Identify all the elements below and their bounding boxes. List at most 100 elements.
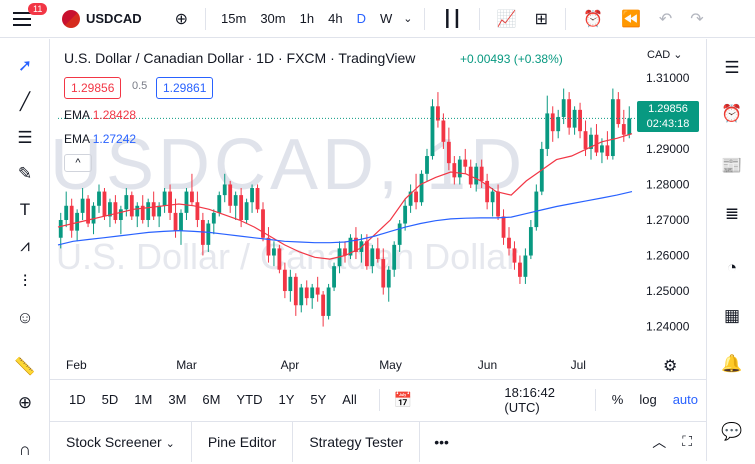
candles-chart-type-icon[interactable]: ┃┃: [442, 10, 462, 28]
alert-clock-icon[interactable]: ⏰: [583, 10, 603, 28]
fib-retracement-icon[interactable]: ☰: [17, 128, 33, 147]
undo-icon[interactable]: ↶: [658, 10, 673, 28]
compare-symbol-icon[interactable]: ⊕: [174, 10, 189, 28]
candle-body: [419, 173, 424, 203]
candle-body: [113, 202, 118, 220]
tab-strategy-tester[interactable]: Strategy Tester: [293, 421, 421, 462]
interval-4h[interactable]: 4h: [328, 11, 343, 26]
trend-line-icon[interactable]: ╱: [19, 92, 31, 111]
toolbar-divider: [378, 388, 380, 411]
interval-d[interactable]: D: [356, 11, 366, 26]
interval-w[interactable]: W: [379, 11, 393, 26]
ema-slow-legend[interactable]: EMA 1.27242: [64, 132, 136, 146]
range-5y[interactable]: 5Y: [310, 392, 327, 407]
candle-body: [534, 191, 539, 228]
candle-body: [228, 184, 233, 206]
candle-body: [151, 202, 156, 217]
log-scale-toggle[interactable]: log: [639, 392, 657, 407]
sell-price-box[interactable]: 1.29856: [64, 77, 122, 99]
candle-body: [550, 113, 555, 132]
date-range-calendar-icon[interactable]: 📅: [393, 391, 413, 409]
price-chart[interactable]: USDCAD, 1DU.S. Dollar / Canadian Dollar …: [50, 39, 706, 379]
brush-icon[interactable]: ✎: [17, 164, 33, 183]
magnet-icon[interactable]: ∩: [18, 440, 32, 459]
prediction-icon[interactable]: ⫶: [22, 272, 28, 291]
symbol-search-button[interactable]: USDCAD: [86, 11, 142, 26]
candle-body: [425, 156, 429, 174]
candle-body: [354, 237, 358, 252]
price-tick-label: 1.27000: [646, 213, 690, 227]
percent-scale-toggle[interactable]: %: [611, 392, 624, 407]
buy-price-box[interactable]: 1.29861: [156, 77, 214, 99]
range-6m[interactable]: 6M: [202, 392, 221, 407]
indicators-icon[interactable]: 📈: [496, 10, 517, 28]
candle-body: [616, 99, 621, 125]
utc-clock[interactable]: 18:16:42 (UTC): [504, 384, 555, 415]
candle-body: [605, 145, 610, 157]
candle-body: [600, 145, 604, 153]
chart-pane[interactable]: USDCAD, 1D U.S. Dollar / Canadian Dollar …: [50, 39, 706, 379]
currency-selector[interactable]: CAD ⌄: [647, 49, 683, 61]
pattern-icon[interactable]: ⩘: [20, 236, 30, 255]
ema-slow-line: [57, 191, 633, 246]
range-1y[interactable]: 1Y: [278, 392, 295, 407]
text-tool-icon[interactable]: T: [19, 200, 31, 219]
tab-stock-screener[interactable]: Stock Screener ⌄: [50, 421, 192, 462]
news-icon[interactable]: 📰: [721, 156, 743, 175]
candle-body: [627, 118, 632, 135]
cursor-icon[interactable]: ➚: [17, 56, 33, 75]
interval-30m[interactable]: 30m: [260, 11, 286, 26]
candle-body: [392, 244, 397, 270]
candle-body: [146, 202, 151, 220]
interval-15m[interactable]: 15m: [221, 11, 247, 26]
templates-icon[interactable]: ⊞: [534, 10, 549, 28]
price-tick-label: 1.25000: [646, 284, 690, 298]
range-all[interactable]: All: [342, 392, 357, 407]
candle-body: [523, 255, 528, 277]
range-1d[interactable]: 1D: [69, 392, 86, 407]
candle-body: [386, 269, 391, 288]
range-3m[interactable]: 3M: [168, 392, 187, 407]
watchlist-icon[interactable]: ☰: [724, 58, 740, 77]
candle-body: [326, 287, 331, 316]
replay-icon[interactable]: ⏪: [620, 10, 641, 28]
candle-body: [610, 99, 615, 157]
candle-body: [288, 276, 293, 292]
legend-collapse-button[interactable]: ^: [64, 154, 92, 172]
auto-scale-toggle[interactable]: auto: [672, 392, 698, 407]
ema-fast-legend[interactable]: EMA 1.28428: [64, 108, 136, 122]
candle-body: [375, 248, 380, 260]
range-ytd[interactable]: YTD: [236, 392, 263, 407]
more-panels-button[interactable]: •••: [434, 433, 449, 450]
time-tick-label: Apr: [281, 358, 300, 372]
price-tick-label: 1.26000: [646, 249, 690, 263]
chart-settings-gear-icon[interactable]: ⚙: [663, 358, 678, 375]
last-price-label: 1.29856 02:43:18: [637, 101, 699, 132]
emoji-icon[interactable]: ☺: [16, 308, 34, 327]
main-menu-button[interactable]: 11: [0, 0, 48, 38]
chevron-down-icon[interactable]: ⌄: [403, 13, 413, 25]
tab-pine-editor[interactable]: Pine Editor: [192, 421, 294, 462]
alerts-clock-icon[interactable]: ⏰: [721, 104, 743, 123]
notifications-bell-icon[interactable]: 🔔: [721, 354, 743, 373]
zoom-in-icon[interactable]: ⊕: [17, 393, 33, 412]
ideas-list-icon[interactable]: ≣: [724, 204, 740, 223]
candle-body: [129, 195, 134, 217]
range-5d[interactable]: 5D: [101, 392, 119, 407]
candle-body: [621, 124, 626, 135]
candle-body: [97, 191, 101, 206]
maximize-panel-icon[interactable]: ⛶: [682, 433, 692, 449]
ruler-icon[interactable]: 📏: [14, 357, 36, 376]
interval-1h[interactable]: 1h: [299, 11, 315, 26]
collapse-panel-icon[interactable]: ︿: [652, 433, 667, 450]
range-1m[interactable]: 1M: [134, 392, 153, 407]
watermark-name: U.S. Dollar / Canadian Dollar: [56, 236, 518, 277]
candle-body: [370, 248, 375, 267]
toolbar-divider: [594, 388, 596, 411]
hotlists-icon[interactable]: ◔: [726, 258, 738, 277]
candle-body: [403, 205, 408, 224]
calendar-icon[interactable]: ▦: [723, 306, 741, 325]
chat-icon[interactable]: 💬: [721, 422, 743, 441]
candle-body: [463, 159, 468, 167]
redo-icon[interactable]: ↷: [690, 10, 704, 28]
